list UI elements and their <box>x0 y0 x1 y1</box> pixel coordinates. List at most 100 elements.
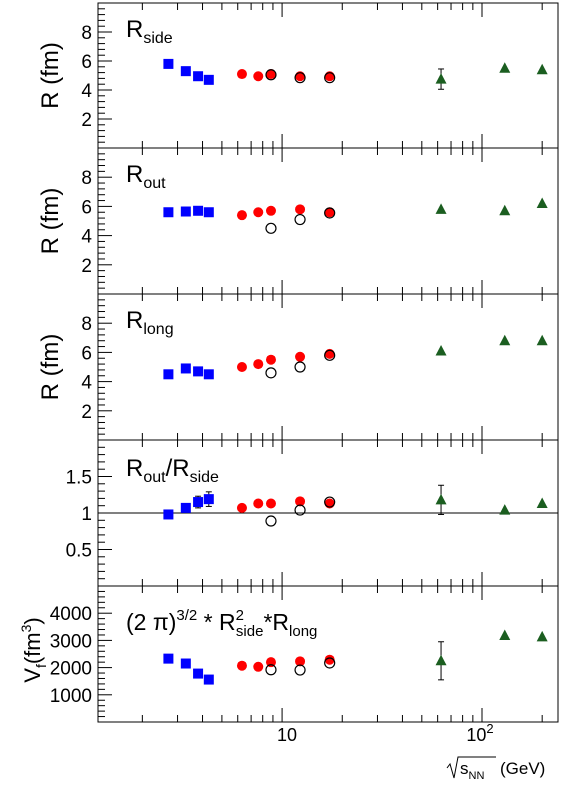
data-point-triangle <box>435 493 447 505</box>
series-square <box>163 205 214 218</box>
data-point-open-circle <box>294 361 306 373</box>
y-tick-label: 6 <box>81 197 92 218</box>
y-tick-label: 3000 <box>50 631 92 652</box>
y-tick-label: 0.5 <box>66 541 92 562</box>
data-point-open-circle <box>294 213 306 226</box>
data-point-triangle <box>435 344 447 356</box>
series-square <box>163 653 214 685</box>
formula-label: (2 π)3/2 * R2 side*Rlong <box>126 607 317 640</box>
svg-text:(GeV): (GeV) <box>500 759 545 778</box>
data-point-square <box>163 653 174 664</box>
data-point-circle <box>253 71 264 82</box>
data-point-square <box>180 658 191 669</box>
data-point-circle <box>236 69 247 80</box>
y-tick-label: 4 <box>81 373 92 394</box>
data-point-open-circle <box>324 349 336 361</box>
data-point-circle <box>265 69 276 80</box>
y-axis-title: R (fm) <box>37 42 64 109</box>
data-point-square <box>180 206 191 217</box>
series-circle <box>236 654 335 672</box>
series-circle <box>236 69 335 82</box>
y-tick-label: 2 <box>81 256 92 277</box>
data-point-triangle <box>536 197 548 208</box>
series-square <box>163 491 214 520</box>
data-point-open-circle <box>265 664 277 676</box>
data-point-circle <box>265 205 276 216</box>
data-point-open-circle <box>265 515 277 527</box>
y-axis-title: R (fm) <box>37 188 64 255</box>
y-tick-label: 4000 <box>50 604 92 625</box>
y-tick-label: 4 <box>81 81 92 102</box>
series-square <box>163 363 214 380</box>
sqrt-sign <box>446 756 496 779</box>
data-point-circle <box>324 207 335 218</box>
data-point-circle <box>253 498 264 509</box>
panel-frame <box>97 147 559 295</box>
y-tick-label: 8 <box>81 168 92 189</box>
data-point-circle <box>253 661 264 672</box>
y-axis-title: Vf(fm3) <box>18 617 49 682</box>
y-tick-label: 4 <box>81 227 92 248</box>
series-open <box>265 207 336 234</box>
series-square <box>163 58 214 85</box>
data-point-open-circle <box>294 664 306 676</box>
data-point-open-circle <box>324 207 336 219</box>
data-point-square <box>203 369 214 380</box>
y-tick-label: 2 <box>81 402 92 423</box>
data-point-square <box>193 497 204 508</box>
data-point-triangle <box>435 73 447 84</box>
panel-label: Rout/Rside <box>126 455 219 486</box>
data-point-triangle <box>499 204 511 216</box>
data-point-circle <box>253 207 264 218</box>
data-point-circle <box>236 210 247 221</box>
data-point-triangle <box>499 629 511 641</box>
data-point-triangle <box>435 654 447 666</box>
data-point-open-circle <box>294 504 306 516</box>
data-point-square <box>193 205 204 216</box>
data-point-circle <box>265 657 276 668</box>
data-point-circle <box>236 362 247 372</box>
panel-frame <box>97 585 559 723</box>
data-point-circle <box>295 351 306 362</box>
series-open <box>265 69 336 84</box>
data-point-circle <box>236 502 247 513</box>
data-point-square <box>193 668 204 679</box>
panel-frame <box>97 293 559 441</box>
data-point-circle <box>324 654 335 665</box>
data-point-square <box>193 366 204 377</box>
series-triangle <box>435 334 548 356</box>
data-point-square <box>203 207 214 218</box>
panel-side: 2 4 6 8 R (fm) Rside <box>37 2 559 149</box>
series-circle <box>236 496 335 513</box>
y-tick-label: 8 <box>81 314 92 335</box>
data-point-open-circle <box>324 657 336 669</box>
series-triangle <box>435 629 548 681</box>
data-point-square <box>203 74 214 85</box>
series-circle <box>236 204 335 221</box>
data-point-triangle <box>435 203 447 214</box>
data-point-circle <box>236 660 247 671</box>
y-tick-label: 1 <box>81 504 92 525</box>
x-axis: 10 102 sNN (GeV) <box>277 721 545 782</box>
x-axis-label: sNN (GeV) <box>446 756 545 782</box>
x-tick-label-10: 10 <box>277 725 297 745</box>
data-point-open-circle <box>324 496 336 508</box>
y-axis-title: R (fm) <box>37 334 64 401</box>
panel-long: 2 4 6 8 R (fm) Rlong <box>37 293 559 441</box>
data-point-square <box>180 363 191 374</box>
data-point-square <box>193 71 204 82</box>
y-tick-label: 1000 <box>50 686 92 707</box>
data-point-open-circle <box>265 69 277 81</box>
data-point-circle <box>265 498 276 509</box>
data-point-triangle <box>536 497 548 509</box>
series-triangle <box>435 197 548 216</box>
series-open <box>265 349 336 379</box>
panel-label: Rside <box>126 16 173 47</box>
data-point-triangle <box>536 630 548 642</box>
data-point-triangle <box>499 62 511 73</box>
svg-text:sNN: sNN <box>460 759 484 782</box>
panel-label: Rout <box>126 161 166 192</box>
series-circle <box>236 348 335 372</box>
panels: 2 4 6 8 R (fm) Rside 2 4 6 8 R (fm) Rout 2 4 6 8 R (fm) R… <box>18 2 559 723</box>
